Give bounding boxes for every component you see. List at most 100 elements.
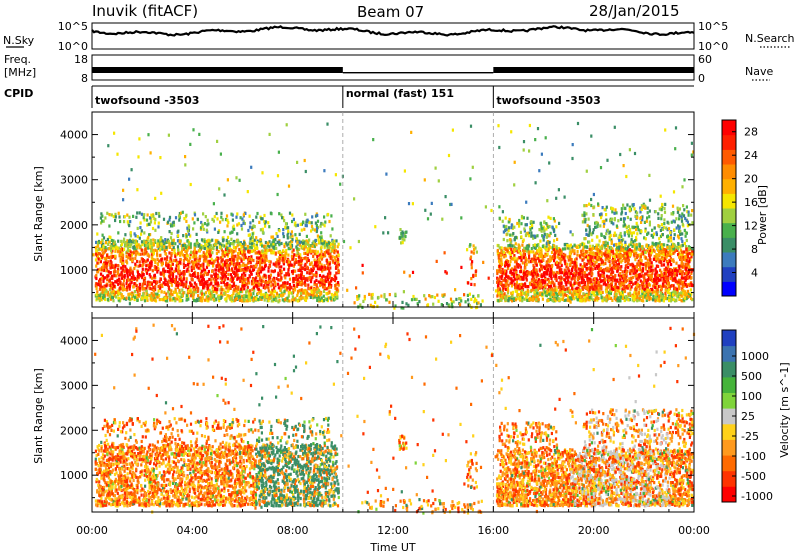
data-cell <box>151 248 155 253</box>
data-cell <box>200 299 203 303</box>
data-cell <box>316 213 319 217</box>
data-cell <box>662 277 666 281</box>
data-cell <box>205 228 208 232</box>
data-cell <box>651 291 654 295</box>
data-cell <box>259 270 263 274</box>
data-cell <box>296 278 299 282</box>
data-cell <box>101 254 104 258</box>
data-cell <box>516 297 519 301</box>
data-cell <box>503 255 506 259</box>
data-cell <box>190 260 194 264</box>
data-cell <box>314 221 317 225</box>
data-cell <box>193 271 196 276</box>
data-cell <box>152 214 155 218</box>
freq-gap <box>342 66 494 74</box>
data-cell <box>264 240 267 245</box>
data-cell <box>279 252 282 256</box>
data-cell <box>213 279 216 283</box>
data-cell <box>112 289 115 293</box>
data-cell <box>323 251 326 255</box>
data-cell <box>638 297 641 301</box>
data-cell <box>687 271 690 275</box>
data-cell <box>573 272 576 276</box>
data-cell <box>511 272 514 276</box>
data-cell <box>551 290 554 294</box>
data-cell <box>331 240 334 244</box>
data-cell <box>322 289 326 293</box>
data-cell <box>272 297 275 302</box>
data-cell <box>587 298 590 302</box>
data-cell <box>256 211 259 216</box>
data-cell <box>103 261 106 265</box>
data-cell <box>319 298 322 302</box>
data-cell <box>208 277 211 282</box>
data-cell <box>210 261 213 265</box>
data-cell <box>624 257 627 261</box>
data-cell <box>278 269 282 273</box>
data-cell <box>234 249 237 253</box>
data-cell <box>251 235 254 239</box>
data-cell <box>310 229 313 233</box>
data-cell <box>266 282 269 286</box>
data-cell <box>649 253 652 257</box>
data-cell <box>288 299 291 303</box>
data-cell <box>280 241 283 246</box>
data-cell <box>148 242 151 246</box>
data-cell <box>597 292 600 296</box>
data-cell <box>298 275 301 279</box>
data-cell <box>548 264 551 268</box>
data-cell <box>112 255 115 259</box>
data-cell <box>165 245 168 250</box>
data-cell <box>310 289 313 293</box>
data-cell <box>554 291 557 295</box>
data-cell <box>322 285 325 289</box>
data-cell <box>136 298 139 302</box>
data-cell <box>563 287 566 291</box>
data-cell <box>612 285 615 290</box>
data-cell <box>539 291 542 295</box>
data-cell <box>209 297 212 301</box>
data-cell <box>634 258 637 262</box>
data-cell <box>562 247 565 251</box>
cpid-segment-2: normal (fast) 151 <box>346 87 454 100</box>
data-cell <box>202 276 205 280</box>
data-cell <box>151 287 154 292</box>
data-cell <box>316 267 319 271</box>
data-cell <box>164 257 167 261</box>
data-cell <box>614 278 617 282</box>
data-cell <box>231 218 234 222</box>
data-cell <box>217 230 220 234</box>
data-cell <box>271 278 274 282</box>
data-cell <box>192 252 195 256</box>
data-cell <box>159 240 162 244</box>
data-cell <box>268 259 271 264</box>
data-cell <box>243 287 246 291</box>
data-cell <box>337 257 340 261</box>
data-cell <box>563 259 566 263</box>
data-cell <box>128 284 131 289</box>
data-cell <box>108 263 111 267</box>
data-cell <box>146 213 149 217</box>
data-cell <box>143 280 147 284</box>
data-cell <box>262 253 265 258</box>
data-cell <box>538 268 541 272</box>
data-cell <box>104 276 107 280</box>
data-cell <box>643 272 647 276</box>
data-cell <box>505 269 508 273</box>
data-cell <box>114 218 117 223</box>
data-cell <box>316 219 320 223</box>
data-cell <box>600 250 603 255</box>
data-cell <box>535 296 538 300</box>
power-scatter <box>92 121 695 310</box>
data-cell <box>246 285 249 289</box>
data-cell <box>207 259 210 263</box>
data-cell <box>97 248 100 252</box>
data-cell <box>656 294 659 298</box>
data-cell <box>581 274 584 278</box>
data-cell <box>212 259 215 263</box>
data-cell <box>252 265 255 269</box>
data-cell <box>329 271 332 275</box>
data-cell <box>149 220 153 224</box>
data-cell <box>235 289 238 293</box>
